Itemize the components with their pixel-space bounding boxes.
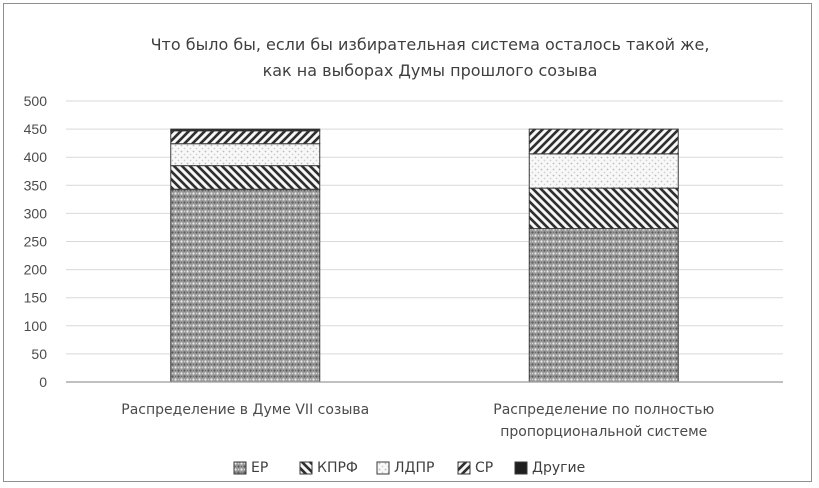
bar-2-ср [528,128,679,155]
bar-2-кпрф [528,187,679,230]
category-label-2-line-1: Распределение по полностью [493,402,714,418]
y-tick-label-50: 50 [31,346,47,362]
bar-1-другие [170,128,321,132]
legend-label-ер: ЕР [251,460,268,476]
bars [170,128,679,383]
y-tick-label-0: 0 [39,374,47,390]
legend-label-лдпр: ЛДПР [394,460,434,476]
category-label-1-line-1: Распределение в Думе VII созыва [121,402,369,418]
y-tick-label-350: 350 [24,177,48,193]
chart-title-line-1: Что было бы, если бы избирательная систе… [151,35,710,54]
legend-swatch-лдпр [376,461,390,475]
y-tick-label-150: 150 [24,290,48,306]
legend-label-кпрф: КПРФ [317,460,358,476]
chart-title-line-2: как на выборах Думы прошлого созыва [263,61,598,80]
legend-swatch-кпрф [299,461,313,475]
y-tick-label-200: 200 [24,262,48,278]
y-tick-label-250: 250 [24,234,48,250]
category-labels: Распределение в Думе VII созыва Распредел… [121,402,714,440]
legend: ЕР КПРФ ЛДПР СР Другие [233,460,585,476]
legend-swatch-ер [233,461,247,475]
bar-1-ср [170,130,321,145]
legend-label-другие: Другие [532,460,585,476]
y-tick-label-300: 300 [24,205,48,221]
category-label-2-line-2: пропорциональной системе [500,424,707,440]
bar-2-лдпр [528,153,679,189]
y-tick-label-450: 450 [24,121,48,137]
bar-2-ер [528,228,679,383]
legend-swatch-другие [514,461,528,475]
legend-swatch-ср [457,461,471,475]
y-tick-label-100: 100 [24,318,48,334]
legend-label-ср: СР [475,460,493,476]
bar-1-лдпр [170,143,321,167]
bar-1-ер [170,188,321,383]
y-axis-tick-labels: 0 50 100 150 200 250 300 350 400 450 500 [24,93,48,390]
bar-1-кпрф [170,165,321,190]
y-tick-label-500: 500 [24,93,48,109]
y-tick-label-400: 400 [24,149,48,165]
chart-title: Что было бы, если бы избирательная систе… [151,35,710,80]
